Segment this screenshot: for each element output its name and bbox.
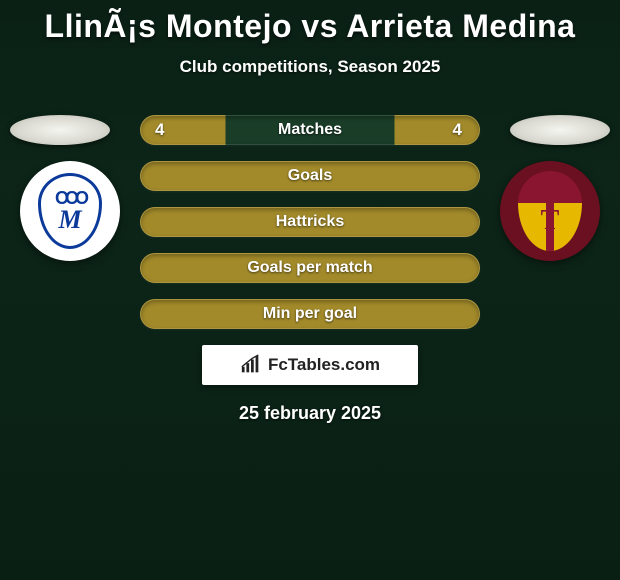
chart-bars-icon xyxy=(240,354,262,376)
stat-value-left: 4 xyxy=(155,120,164,140)
stat-bar: Hattricks xyxy=(140,207,480,237)
stat-label: Hattricks xyxy=(276,213,344,231)
stat-row: Min per goal xyxy=(0,299,620,333)
stat-bar: Goals xyxy=(140,161,480,191)
stat-value-right: 4 xyxy=(453,120,462,140)
stat-label: Matches xyxy=(278,121,342,139)
stat-row: Goals xyxy=(0,161,620,195)
stat-label: Min per goal xyxy=(263,305,357,323)
stat-bar: Matches xyxy=(140,115,480,145)
stat-label: Goals xyxy=(288,167,332,185)
stat-row: Hattricks xyxy=(0,207,620,241)
stat-row: Matches 4 4 xyxy=(0,115,620,149)
stat-row: Goals per match xyxy=(0,253,620,287)
stat-label: Goals per match xyxy=(247,259,372,277)
stat-bar: Min per goal xyxy=(140,299,480,329)
stats-container: Matches 4 4 Goals Hattricks Goals per match Mi… xyxy=(0,115,620,333)
subtitle: Club competitions, Season 2025 xyxy=(0,57,620,77)
comparison-card: LlinÃ¡s Montejo vs Arrieta Medina Club c… xyxy=(0,0,620,580)
page-title: LlinÃ¡s Montejo vs Arrieta Medina xyxy=(0,0,620,45)
watermark: FcTables.com xyxy=(202,345,418,385)
date-label: 25 february 2025 xyxy=(0,403,620,424)
stat-bar: Goals per match xyxy=(140,253,480,283)
watermark-text: FcTables.com xyxy=(268,355,380,375)
content-area: OOO M T Matches44GoalsHattricksGoals per… xyxy=(0,115,620,424)
